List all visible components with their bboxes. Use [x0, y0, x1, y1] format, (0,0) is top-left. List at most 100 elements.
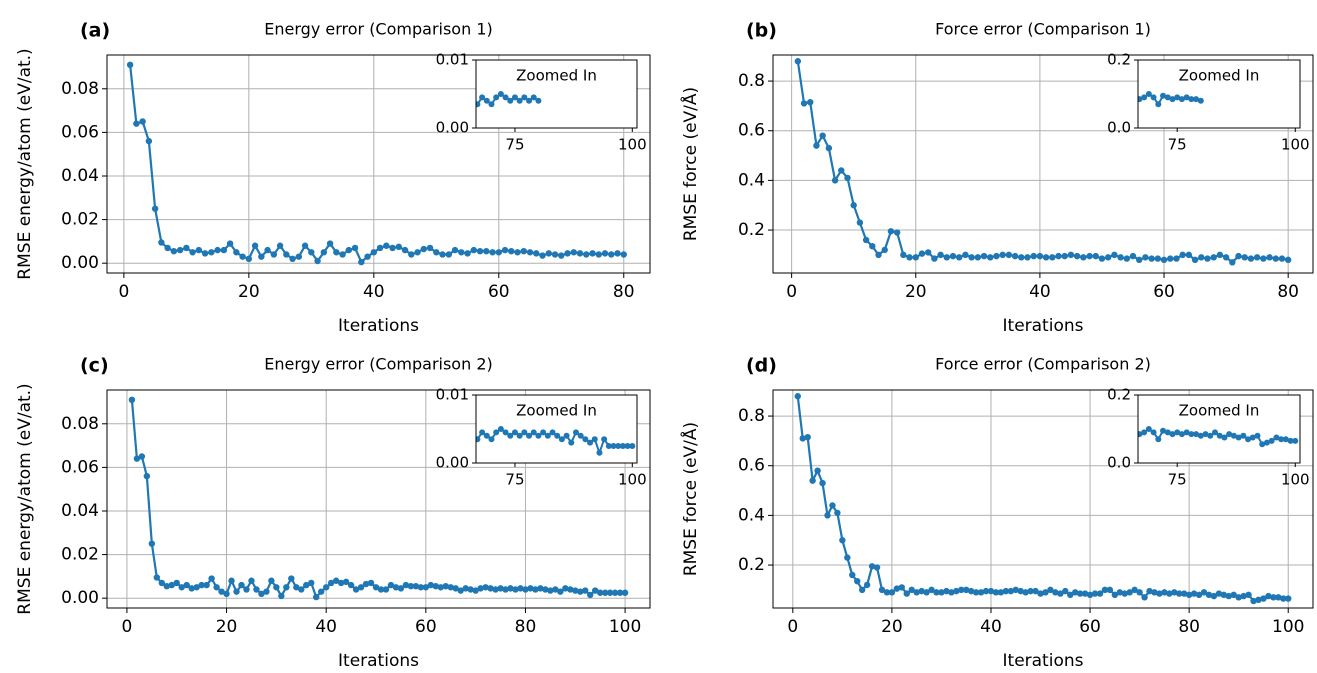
data-point: [414, 249, 421, 256]
data-point: [1036, 252, 1044, 260]
data-point: [387, 581, 395, 589]
data-point: [1171, 589, 1178, 596]
data-point: [283, 251, 290, 258]
data-point: [794, 58, 802, 65]
data-point: [1014, 94, 1020, 100]
data-point: [624, 443, 631, 449]
data-point: [1173, 255, 1180, 262]
data-point: [562, 585, 569, 592]
data-point: [966, 428, 972, 434]
data-point: [582, 587, 589, 594]
data-point: [277, 71, 283, 77]
data-point: [212, 91, 218, 97]
inset-x-tick-label: 100: [1281, 136, 1310, 154]
y-tick-label: 0.02: [61, 210, 99, 230]
data-point: [557, 588, 564, 595]
data-point: [251, 242, 259, 249]
data-point: [203, 581, 210, 589]
data-point: [228, 577, 235, 584]
data-point: [1292, 437, 1299, 444]
data-point: [352, 412, 358, 418]
data-point: [943, 254, 950, 261]
data-point: [308, 249, 315, 256]
data-point: [1141, 594, 1148, 601]
data-point: [301, 91, 307, 97]
data-point: [521, 429, 528, 436]
data-point: [1129, 252, 1137, 260]
data-point: [273, 433, 279, 439]
data-point: [522, 586, 529, 593]
data-point: [1178, 96, 1185, 103]
data-point: [208, 575, 215, 582]
data-point: [253, 586, 260, 593]
panel-label: (d): [746, 355, 777, 377]
data-point: [273, 584, 280, 591]
data-point: [202, 419, 208, 425]
data-point: [527, 585, 534, 592]
data-point: [512, 586, 519, 593]
data-point: [348, 426, 354, 432]
data-point: [367, 579, 375, 587]
data-point: [417, 584, 425, 591]
data-point: [554, 432, 561, 439]
data-point: [608, 251, 615, 258]
data-point: [420, 245, 428, 253]
data-point: [918, 587, 925, 595]
data-point: [467, 586, 474, 593]
data-point: [567, 586, 574, 593]
y-tick-label: 0.6: [738, 121, 765, 141]
data-point: [189, 249, 196, 256]
inset-y-tick-label: 0.0: [1107, 454, 1131, 472]
data-point: [1220, 591, 1228, 599]
data-point: [493, 94, 500, 101]
x-axis-label: Iterations: [338, 651, 419, 671]
data-point: [1183, 429, 1190, 436]
inset-data: [834, 217, 1299, 448]
data-point: [881, 79, 887, 85]
y-tick-label: 0.8: [738, 71, 765, 91]
data-point: [977, 589, 985, 596]
data-point: [188, 585, 195, 592]
data-point: [326, 240, 334, 247]
data-point: [583, 251, 590, 258]
data-point: [178, 584, 185, 591]
y-tick-label: 0.00: [61, 588, 99, 608]
data-point: [395, 426, 401, 432]
data-point: [483, 248, 490, 255]
data-point: [230, 419, 236, 425]
data-point: [933, 91, 939, 97]
data-point: [905, 426, 911, 432]
data-point: [834, 217, 840, 223]
data-point: [1174, 429, 1181, 436]
data-point: [1154, 255, 1162, 262]
data-point: [220, 246, 228, 254]
data-point: [1073, 252, 1081, 260]
data-point: [1254, 432, 1261, 439]
data-point: [551, 251, 559, 258]
data-point: [544, 432, 551, 439]
data-point: [289, 255, 296, 263]
data-point: [451, 246, 459, 254]
data-point: [549, 429, 556, 436]
data-point: [1287, 437, 1294, 444]
data-point: [212, 426, 218, 432]
data-point: [497, 585, 504, 592]
data-point: [442, 583, 449, 590]
data-point: [800, 100, 808, 107]
data-point: [987, 254, 994, 261]
data-point: [183, 244, 190, 252]
inset-x-tick-label: 100: [618, 136, 647, 154]
data-point: [1193, 431, 1200, 438]
data-point: [898, 584, 906, 591]
data-point: [1178, 431, 1185, 438]
data-point: [293, 584, 300, 591]
data-point: [183, 290, 189, 296]
data-point: [877, 71, 883, 77]
y-tick-label: 0.4: [738, 505, 765, 525]
data-point: [601, 436, 608, 443]
data-point: [1091, 590, 1099, 597]
data-point: [249, 440, 255, 446]
data-point: [305, 453, 311, 459]
data-point: [502, 94, 509, 101]
